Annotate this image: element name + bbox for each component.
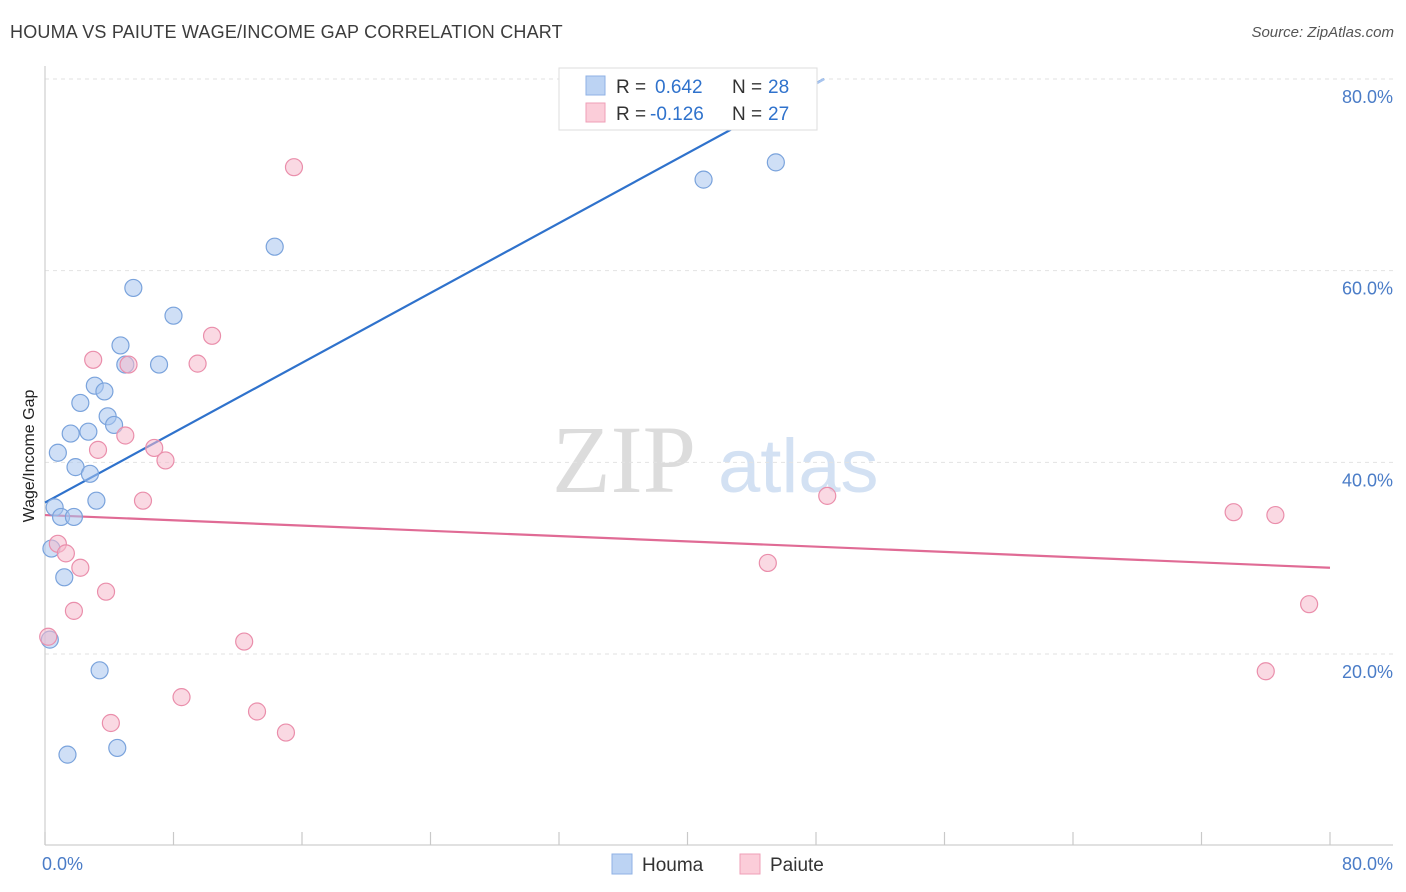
point-paiute-20 <box>284 158 304 177</box>
x-tick-label-min: 0.0% <box>42 854 83 874</box>
legend-swatch-houma <box>611 853 633 875</box>
point-paiute-15 <box>188 354 207 373</box>
point-houma-18 <box>104 415 124 435</box>
point-paiute-24 <box>1266 505 1285 525</box>
point-paiute-7 <box>96 582 116 601</box>
point-paiute-12 <box>145 438 164 458</box>
stats-legend: R = 0.642 N = 28 R = -0.126 N = 27 <box>558 67 818 131</box>
point-houma-15 <box>90 661 109 680</box>
stats-r-label-houma: R = <box>616 77 646 98</box>
tick-labels: 20.0% 40.0% 60.0% 80.0% 0.0% 80.0% <box>42 87 1393 874</box>
stats-swatch-paiute <box>585 102 606 123</box>
legend-swatch-paiute <box>739 853 761 875</box>
point-houma-25 <box>265 237 284 256</box>
point-paiute-16 <box>202 326 222 345</box>
point-houma-14 <box>87 491 106 510</box>
point-paiute-3 <box>64 601 84 620</box>
point-houma-19 <box>108 738 127 758</box>
y-tick-label-80: 80.0% <box>1342 87 1393 107</box>
point-paiute-11 <box>133 491 153 510</box>
point-houma-24 <box>164 306 183 325</box>
point-houma-3 <box>48 443 67 462</box>
point-paiute-21 <box>758 553 777 573</box>
point-paiute-0 <box>39 627 58 646</box>
point-paiute-4 <box>71 558 90 577</box>
point-houma-12 <box>80 464 100 483</box>
point-houma-26 <box>694 170 713 189</box>
point-paiute-10 <box>119 355 138 374</box>
point-paiute-6 <box>88 440 108 459</box>
y-tick-label-40: 40.0% <box>1342 470 1393 490</box>
point-paiute-13 <box>156 451 175 470</box>
stats-n-value-houma: 28 <box>768 77 789 98</box>
point-houma-5 <box>55 568 74 587</box>
point-houma-8 <box>64 507 84 527</box>
point-paiute-17 <box>235 632 254 651</box>
y-tick-label-60: 60.0% <box>1342 279 1393 299</box>
point-houma-27 <box>766 153 785 172</box>
gridlines <box>45 78 1393 655</box>
point-paiute-8 <box>101 713 120 733</box>
point-houma-6 <box>58 745 77 764</box>
point-paiute-22 <box>818 486 837 505</box>
watermark-zip: ZIP <box>552 406 696 513</box>
watermark-atlas: atlas <box>718 424 879 509</box>
point-paiute-14 <box>172 688 191 707</box>
axes <box>44 66 1393 846</box>
point-houma-7 <box>61 424 80 443</box>
point-houma-16 <box>95 382 114 401</box>
point-houma-11 <box>79 422 98 441</box>
stats-r-value-houma: 0.642 <box>655 77 703 98</box>
data-points <box>39 153 1319 764</box>
point-paiute-26 <box>1300 595 1319 614</box>
point-paiute-5 <box>84 350 103 369</box>
point-paiute-9 <box>116 426 135 445</box>
y-axis-label: Wage/Income Gap <box>21 390 38 523</box>
trend-line-paiute <box>44 513 1331 569</box>
point-paiute-23 <box>1224 503 1243 522</box>
point-houma-20 <box>111 336 130 355</box>
point-paiute-19 <box>276 723 296 742</box>
point-paiute-18 <box>247 702 267 721</box>
y-tick-label-20: 20.0% <box>1342 662 1393 682</box>
source-label: Source: ZipAtlas.com <box>1251 24 1394 41</box>
legend-label-houma: Houma <box>642 855 704 876</box>
point-houma-22 <box>124 278 143 298</box>
chart-title: HOUMA VS PAIUTE WAGE/INCOME GAP CORRELAT… <box>10 22 563 42</box>
point-paiute-25 <box>1256 662 1275 681</box>
stats-swatch-houma <box>585 75 606 96</box>
x-tick-label-max: 80.0% <box>1342 854 1393 874</box>
series-legend: Houma Paiute <box>611 853 824 876</box>
legend-label-paiute: Paiute <box>770 855 824 876</box>
stats-n-label-houma: N = <box>732 77 762 98</box>
trend-line-houma <box>44 78 825 504</box>
point-houma-23 <box>149 355 169 374</box>
stats-r-value-paiute: -0.126 <box>650 104 704 125</box>
stats-r-label-paiute: R = <box>616 104 646 125</box>
stats-n-value-paiute: 27 <box>768 104 789 125</box>
stats-n-label-paiute: N = <box>732 104 762 125</box>
point-paiute-2 <box>56 544 75 563</box>
point-houma-10 <box>71 393 90 413</box>
